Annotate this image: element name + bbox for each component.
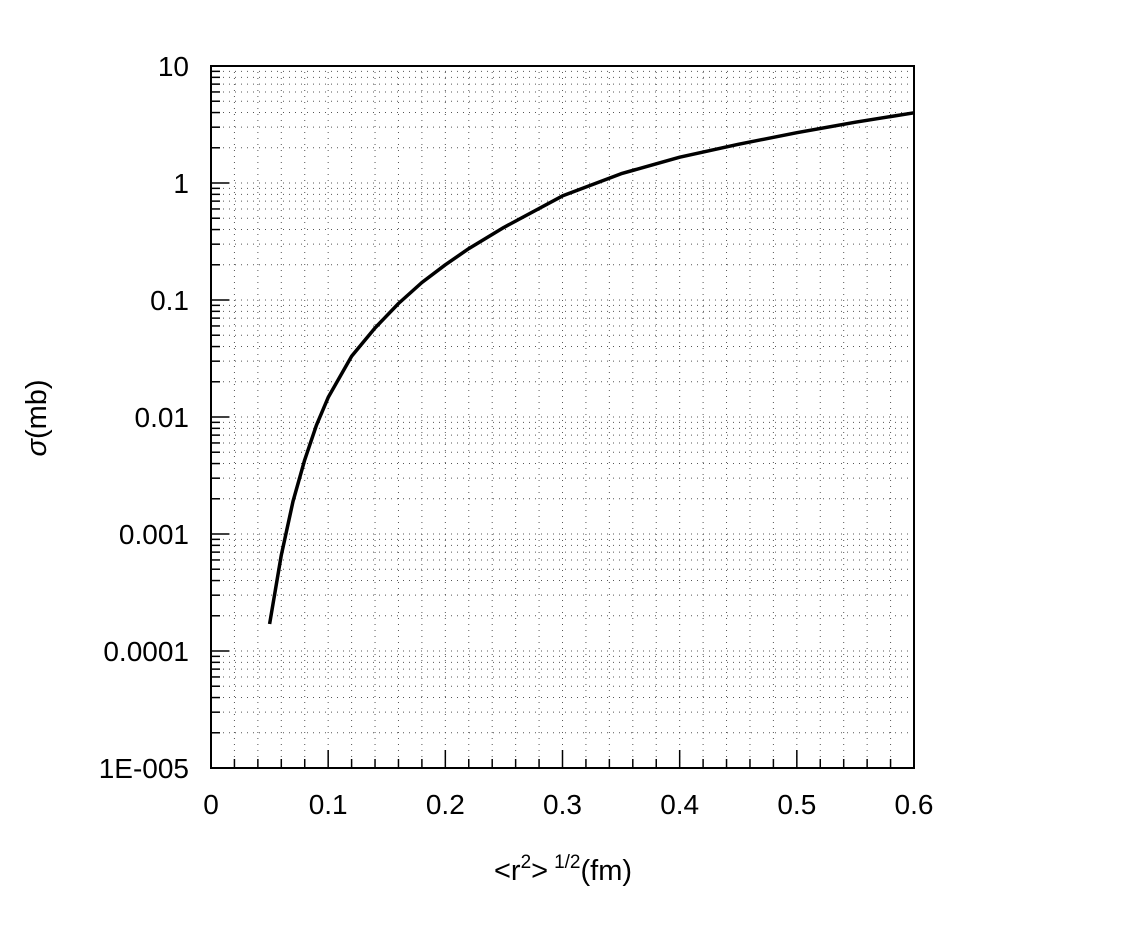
y-tick-label: 0.0001 — [103, 636, 189, 667]
x-tick-label: 0.6 — [895, 789, 934, 820]
y-axis-title: σ(mb) — [21, 379, 53, 456]
x-axis-title: <r2> 1/2(fm) — [494, 852, 632, 887]
plot-frame — [210, 65, 915, 769]
x-axis-title-close: > — [531, 855, 548, 887]
y-axis-title-symbol: σ — [21, 438, 53, 457]
y-tick-label: 0.001 — [119, 519, 189, 550]
x-tick-label: 0.4 — [660, 789, 699, 820]
axis-ticks — [210, 65, 915, 769]
y-axis-title-unit: (mb) — [21, 379, 53, 439]
x-tick-label: 0.1 — [309, 789, 348, 820]
x-tick-label: 0 — [203, 789, 219, 820]
x-tick-label: 0.2 — [426, 789, 465, 820]
y-tick-label: 1 — [173, 168, 189, 199]
x-tick-label: 0.5 — [777, 789, 816, 820]
x-tick-label: 0.3 — [543, 789, 582, 820]
x-axis-title-sup: 2 — [521, 852, 532, 873]
x-tick-labels: 0 0.1 0.2 0.3 0.4 0.5 0.6 — [203, 789, 933, 820]
y-tick-label: 10 — [158, 51, 189, 82]
y-tick-label: 0.1 — [150, 285, 189, 316]
y-tick-labels: 1E-005 0.0001 0.001 0.01 0.1 1 10 — [99, 51, 189, 784]
x-axis-title-unit: (fm) — [581, 855, 633, 887]
x-axis-title-open: < — [494, 855, 511, 887]
y-tick-label: 0.01 — [135, 402, 190, 433]
series-layer — [267, 111, 915, 625]
x-axis-title-var: r — [511, 855, 521, 887]
x-axis-title-exponent: 1/2 — [554, 852, 580, 873]
series-line-0 — [267, 111, 915, 625]
y-tick-label: 1E-005 — [99, 753, 189, 784]
